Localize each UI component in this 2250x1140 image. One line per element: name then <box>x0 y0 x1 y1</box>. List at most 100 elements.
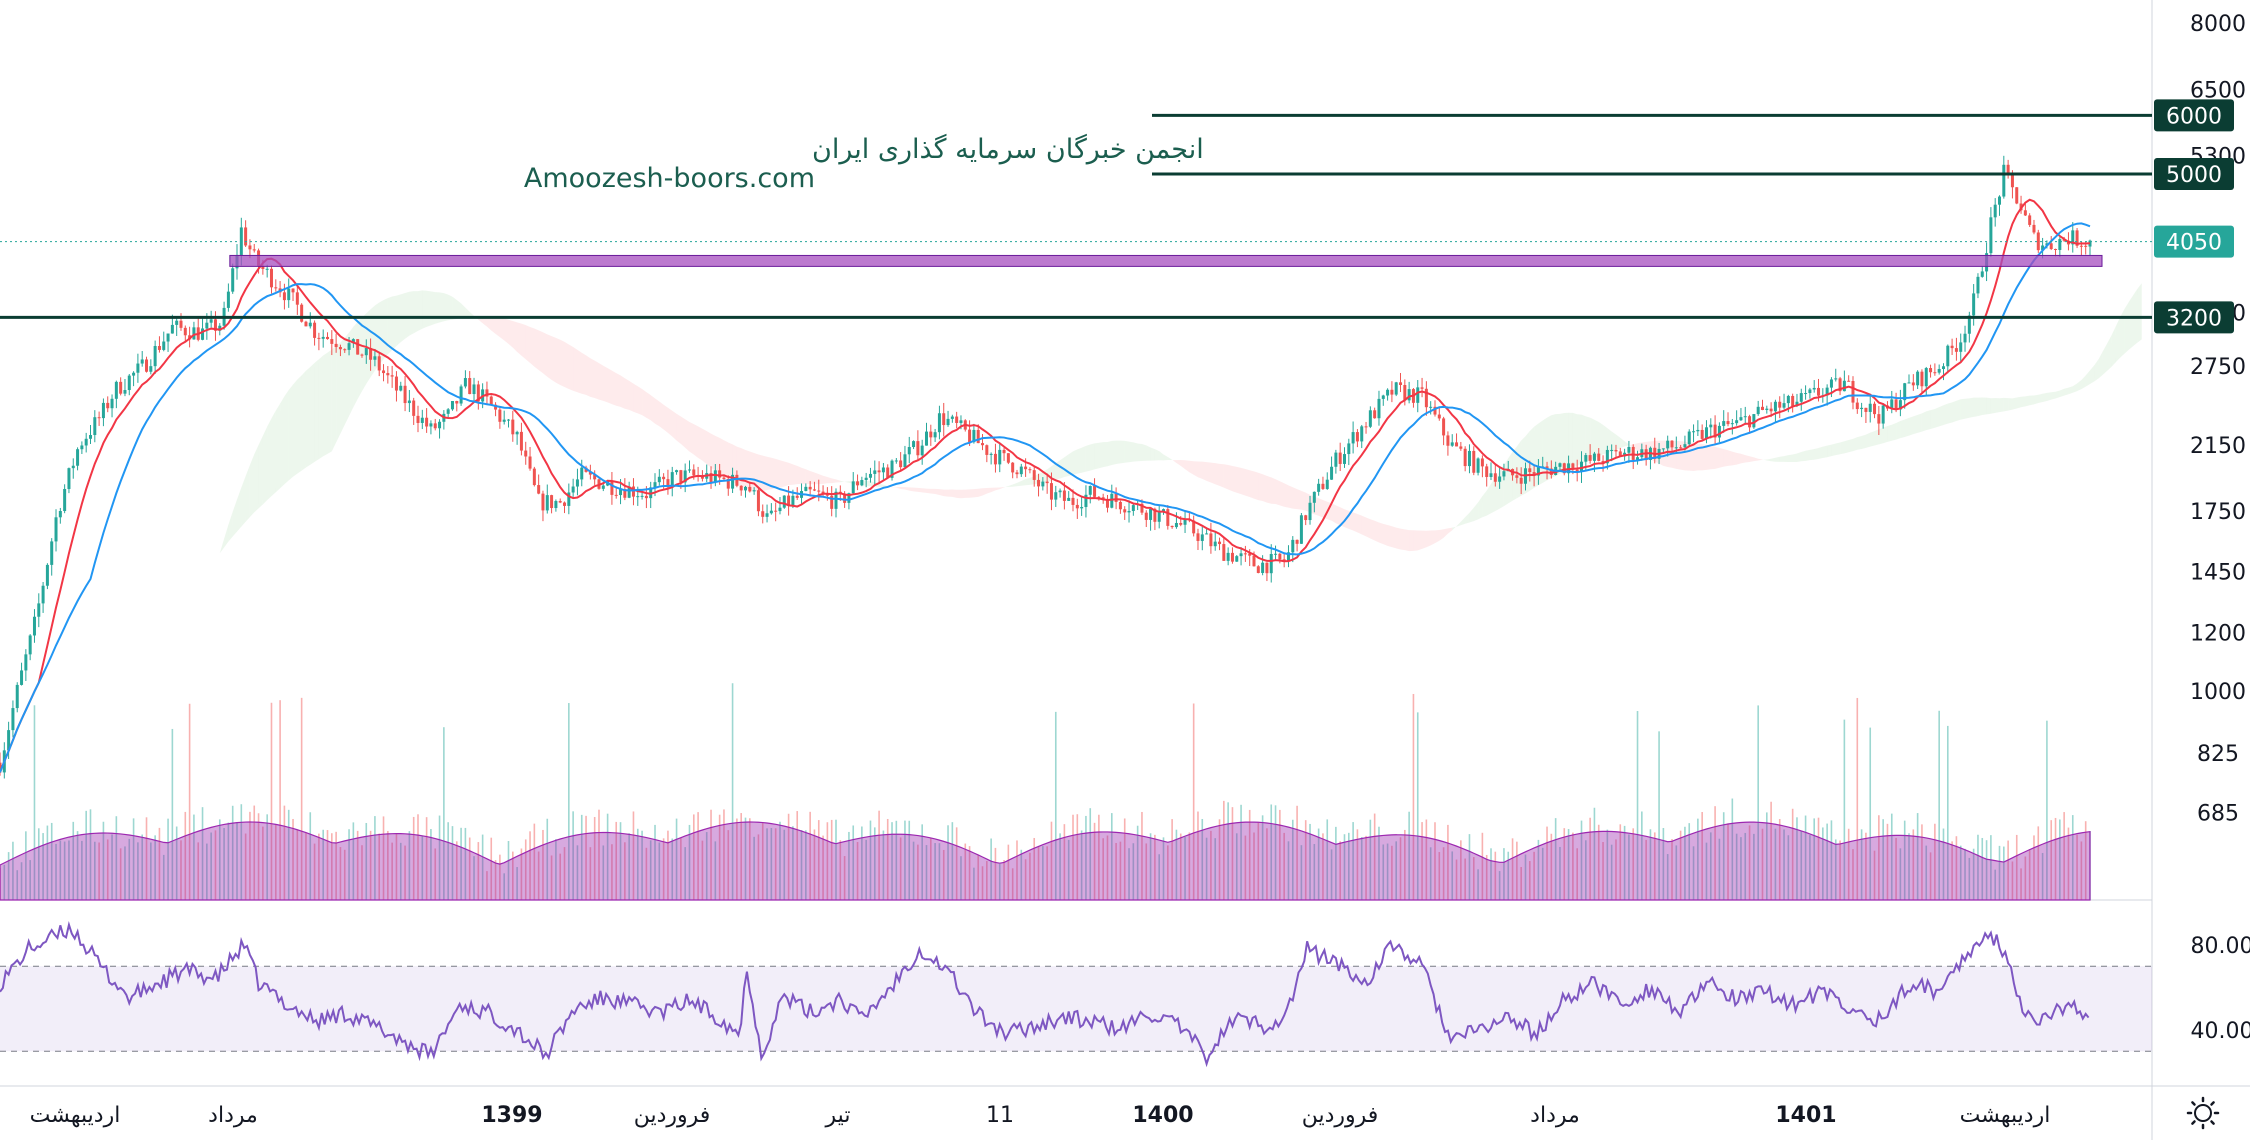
candle-body <box>1170 525 1174 528</box>
cloud-segment <box>1012 482 1017 487</box>
candle-body <box>550 495 554 509</box>
cloud-segment <box>836 479 841 483</box>
volume-bar <box>1481 832 1484 900</box>
volume-bar <box>2020 868 2022 900</box>
volume-bar <box>274 824 277 900</box>
volume-bar <box>1231 807 1234 900</box>
cloud-segment <box>547 334 552 380</box>
cloud-segment <box>1977 397 1983 417</box>
candle-body <box>244 227 248 246</box>
candle-body <box>1877 414 1881 424</box>
settings-gear-icon[interactable] <box>2186 1096 2220 1130</box>
candle-body <box>300 304 304 322</box>
horizontal-levels[interactable] <box>0 113 2152 319</box>
cloud-segment <box>698 426 703 461</box>
volume-bar <box>102 821 105 900</box>
cloud-segment <box>430 291 436 326</box>
volume-bar <box>2050 820 2053 900</box>
candle-body <box>1407 389 1411 401</box>
candle-body <box>1437 414 1441 419</box>
volume-bar <box>848 831 850 900</box>
candle-body <box>1054 492 1058 500</box>
ma-fast-line <box>0 198 2091 773</box>
volume-bar <box>1141 811 1143 900</box>
volume-bar <box>843 856 846 900</box>
candle-body <box>563 502 567 506</box>
volume-bar <box>1123 818 1126 900</box>
candle-body <box>97 417 101 419</box>
volume-bar <box>576 845 579 900</box>
candle-body <box>1097 496 1101 498</box>
price-tick-label: 685 <box>2197 802 2239 827</box>
candle-body <box>1489 473 1493 477</box>
candle-body <box>644 495 648 499</box>
volume-bar <box>537 851 540 900</box>
cloud-segment <box>999 487 1005 490</box>
cloud-segment <box>1788 454 1793 463</box>
support-zone[interactable] <box>229 254 2103 267</box>
candle-body <box>722 477 726 479</box>
volume-bar <box>1330 849 1333 900</box>
volume-bar <box>606 813 609 900</box>
level-price-tag[interactable] <box>2154 301 2234 334</box>
candle-body <box>675 470 679 473</box>
cloud-segment <box>1154 449 1160 461</box>
volume-bar <box>740 813 742 900</box>
level-price-tag[interactable] <box>2154 157 2234 190</box>
volume-bar <box>1119 841 1122 900</box>
level-price-tag[interactable] <box>2154 99 2234 132</box>
volume-bar <box>2011 861 2014 900</box>
candle-body <box>58 511 62 518</box>
cloud-segment <box>1624 441 1629 447</box>
last-price-tag[interactable] <box>2154 225 2234 258</box>
volume-bar <box>934 843 936 900</box>
candle-body <box>132 372 136 376</box>
candle-body <box>205 322 209 329</box>
volume-bar <box>1666 854 1669 900</box>
candle-body <box>1528 468 1532 473</box>
volume-bar <box>1477 869 1479 900</box>
volume-bar <box>404 845 406 900</box>
candle-body <box>985 445 989 455</box>
cloud-segment <box>1068 451 1074 477</box>
volume-bar <box>757 834 760 900</box>
candle-body <box>1722 421 1726 426</box>
volume-bar <box>132 818 135 900</box>
cloud-segment <box>1956 399 1961 422</box>
volume-bar <box>318 833 320 900</box>
candle-body <box>1364 426 1368 428</box>
candle-body <box>700 475 704 479</box>
volume-bar <box>697 812 699 900</box>
candle-body <box>1851 380 1855 403</box>
time-axis[interactable]: اردیبهشت مرداد 1399 فروردین تیر 11 1400 فروردین… <box>30 1103 2051 1128</box>
volume-bar <box>227 822 230 900</box>
volume-bar <box>886 818 889 900</box>
candle-body <box>1799 393 1803 402</box>
candle-body <box>1687 431 1691 445</box>
volume-bar <box>1938 710 1940 900</box>
candle-body <box>1674 447 1678 449</box>
candle-body <box>20 670 24 685</box>
candle-body <box>756 490 760 512</box>
candle-body <box>110 398 114 409</box>
candle-body <box>1261 562 1265 573</box>
cloud-segment <box>1008 484 1013 487</box>
candle-body <box>1140 503 1144 513</box>
volume-bar <box>1964 848 1966 900</box>
volume-bar <box>628 833 630 900</box>
volume-bar <box>1507 851 1510 900</box>
price-axis[interactable]: 8000650053003250275021501750145012001000… <box>2154 12 2246 827</box>
cloud-segment <box>1758 458 1763 461</box>
volume-bar <box>1852 849 1854 900</box>
candle-body <box>399 385 403 391</box>
last-price-tag-label: 4050 <box>2166 231 2222 256</box>
volume-bar <box>1748 825 1751 900</box>
cloud-segment <box>534 328 539 370</box>
candle-body <box>1304 515 1308 521</box>
candle-body <box>326 336 330 340</box>
volume-bar <box>809 811 811 900</box>
cloud-segment <box>327 349 332 454</box>
cloud-segment <box>409 291 414 336</box>
cloud-segment <box>1999 397 2004 413</box>
